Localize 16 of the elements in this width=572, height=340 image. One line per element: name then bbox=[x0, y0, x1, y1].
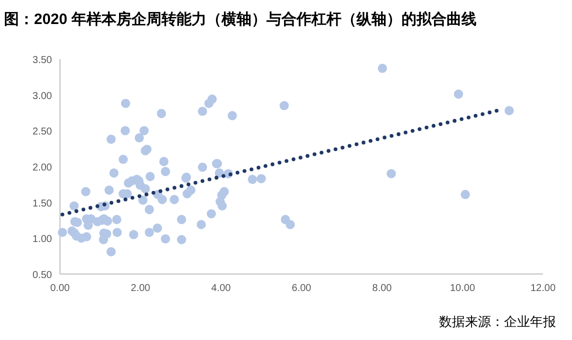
y-tick-label: 3.00 bbox=[32, 90, 52, 102]
x-tick-label: 8.00 bbox=[372, 283, 392, 294]
x-tick-label: 12.00 bbox=[530, 283, 556, 294]
x-tick-label: 4.00 bbox=[211, 283, 232, 294]
y-tick-label: 0.50 bbox=[32, 270, 52, 281]
y-tick-label: 2.50 bbox=[32, 126, 52, 138]
x-tick-label: 10.00 bbox=[450, 283, 476, 294]
y-tick-label: 1.00 bbox=[32, 234, 52, 246]
source-note: 数据来源：企业年报 bbox=[439, 314, 556, 329]
y-tick-label: 1.50 bbox=[32, 198, 52, 210]
y-tick-label: 2.00 bbox=[32, 162, 52, 174]
x-tick-label: 2.00 bbox=[130, 283, 151, 294]
x-tick-label: 6.00 bbox=[292, 283, 312, 294]
x-tick-label: 0.00 bbox=[50, 283, 70, 294]
chart-title: 图：2020 年样本房企周转能力（横轴）与合作杠杆（纵轴）的拟合曲线 bbox=[4, 10, 477, 28]
y-tick-label: 3.50 bbox=[32, 55, 52, 66]
